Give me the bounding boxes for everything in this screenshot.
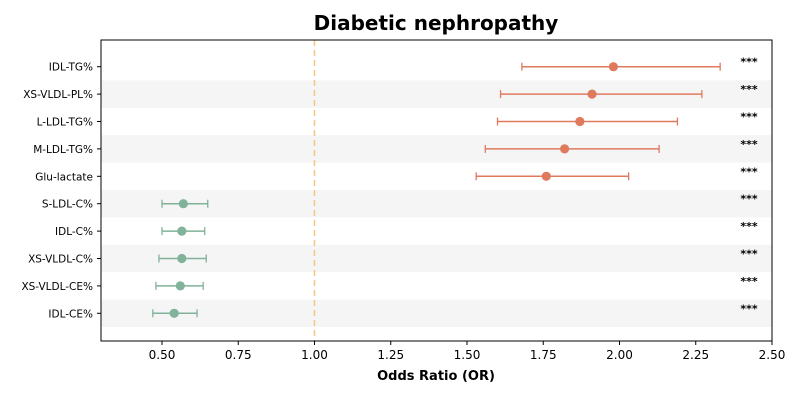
- or-point: [608, 62, 619, 72]
- row-band: [101, 190, 772, 218]
- or-point: [175, 281, 185, 291]
- x-tick-label: 2.25: [682, 348, 709, 362]
- significance-label: ***: [740, 83, 758, 96]
- x-tick-label: 1.25: [377, 348, 404, 362]
- forest-row: ***: [521, 56, 758, 72]
- forest-row: ***: [496, 111, 758, 127]
- forest-row: ***: [155, 275, 758, 291]
- significance-label: ***: [740, 248, 758, 261]
- forest-row: ***: [158, 248, 758, 264]
- y-tick-label: XS-VLDL-CE%: [21, 281, 93, 293]
- row-band: [101, 299, 772, 327]
- y-tick-label: XS-VLDL-C%: [28, 254, 93, 266]
- chart-title: Diabetic nephropathy: [314, 11, 559, 35]
- y-tick-label: S-LDL-C%: [42, 199, 93, 211]
- plot-frame: [100, 39, 773, 342]
- significance-label: ***: [740, 56, 758, 69]
- y-tick-label: IDL-C%: [55, 226, 93, 238]
- y-tick-label: XS-VLDL-PL%: [23, 89, 93, 101]
- forest-row: ***: [475, 165, 758, 181]
- or-point: [177, 253, 187, 264]
- significance-label: ***: [740, 193, 758, 206]
- x-tick-label: 0.50: [149, 348, 176, 362]
- x-tick-label: 1.50: [454, 348, 481, 362]
- y-tick-label: IDL-CE%: [48, 308, 93, 320]
- or-point: [560, 144, 570, 154]
- forest-row: ***: [484, 138, 758, 154]
- or-point: [177, 226, 187, 236]
- significance-label: ***: [740, 220, 758, 233]
- x-tick-label: 2.00: [606, 348, 633, 362]
- row-bands: [101, 80, 772, 327]
- significance-label: ***: [740, 111, 758, 124]
- y-tick-label: L-LDL-TG%: [37, 117, 93, 129]
- forest-row: ***: [499, 83, 758, 99]
- or-point: [169, 308, 179, 318]
- significance-label: ***: [740, 275, 758, 288]
- forest-row: ***: [161, 193, 758, 209]
- y-tick-label: M-LDL-TG%: [33, 144, 93, 156]
- y-tick-label: Glu-lactate: [35, 171, 93, 183]
- or-point: [178, 199, 188, 209]
- row-band: [101, 244, 772, 273]
- axes: IDL-TG% XS-VLDL-PL% L-LDL-TG% M-LDL-TG% Glu-…: [21, 39, 786, 362]
- forest-row: ***: [161, 220, 758, 236]
- row-band: [101, 135, 772, 163]
- x-tick-label: 1.00: [301, 348, 328, 362]
- significance-label: ***: [740, 138, 758, 151]
- or-point: [541, 171, 551, 181]
- x-axis-label: Odds Ratio (OR): [377, 369, 495, 384]
- significance-label: ***: [740, 302, 758, 315]
- significance-label: ***: [740, 165, 758, 178]
- y-tick-label: IDL-TG%: [49, 62, 93, 74]
- or-point: [575, 116, 585, 127]
- forest-row: ***: [152, 302, 758, 318]
- data-marks: *** *** *** *** *** *** *** *** *** ***: [152, 56, 758, 318]
- x-tick-label: 2.50: [759, 348, 786, 362]
- x-tick-label: 1.75: [530, 348, 557, 362]
- x-tick-label: 0.75: [225, 348, 252, 362]
- or-point: [587, 89, 597, 99]
